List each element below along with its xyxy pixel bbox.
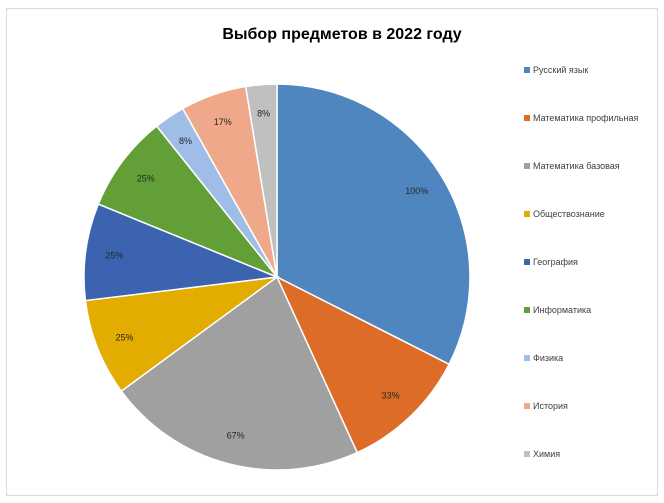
pie-slice-3 [120, 275, 359, 471]
legend-swatch-1 [524, 67, 530, 73]
data-label-5: 25% [105, 250, 123, 260]
legend-swatch-5 [524, 259, 530, 265]
legend-label-6: Информатика [533, 305, 591, 315]
pie-data-labels: 100% 33% 67% 25% 25% 25% 8% 17% 8% [105, 109, 428, 441]
legend-swatch-6 [524, 307, 530, 313]
pie-slice-9 [244, 83, 278, 278]
legend-label-1: Русский язык [533, 65, 588, 75]
pie-slices [83, 83, 471, 471]
legend-swatch-2 [524, 115, 530, 121]
legend-label-3: Математика базовая [533, 161, 620, 171]
data-label-1: 100% [405, 186, 428, 196]
data-label-3: 67% [227, 431, 245, 441]
legend-swatch-8 [524, 403, 530, 409]
data-label-9: 8% [257, 109, 270, 119]
legend-swatch-9 [524, 451, 530, 457]
pie-slice-6 [97, 125, 280, 279]
pie-slice-2 [275, 275, 451, 454]
legend-label-5: География [533, 257, 578, 267]
pie-slice-5 [83, 203, 280, 302]
data-label-2: 33% [382, 390, 400, 400]
legend-label-8: История [533, 401, 568, 411]
pie-slice-1 [276, 83, 471, 366]
legend-swatch-3 [524, 163, 530, 169]
legend-label-9: Химия [533, 449, 560, 459]
data-label-4: 25% [115, 333, 133, 343]
legend: Русский язык Математика профильная Математ… [524, 65, 638, 459]
legend-label-4: Обществознание [533, 209, 605, 219]
legend-label-2: Математика профильная [533, 113, 638, 123]
data-label-7: 8% [179, 136, 192, 146]
legend-swatch-7 [524, 355, 530, 361]
data-label-8: 17% [214, 117, 232, 127]
pie-slice-4 [84, 275, 280, 393]
legend-label-7: Физика [533, 353, 563, 363]
data-label-6: 25% [137, 174, 155, 184]
legend-swatch-4 [524, 211, 530, 217]
chart-title: Выбор предметов в 2022 году [222, 26, 461, 43]
